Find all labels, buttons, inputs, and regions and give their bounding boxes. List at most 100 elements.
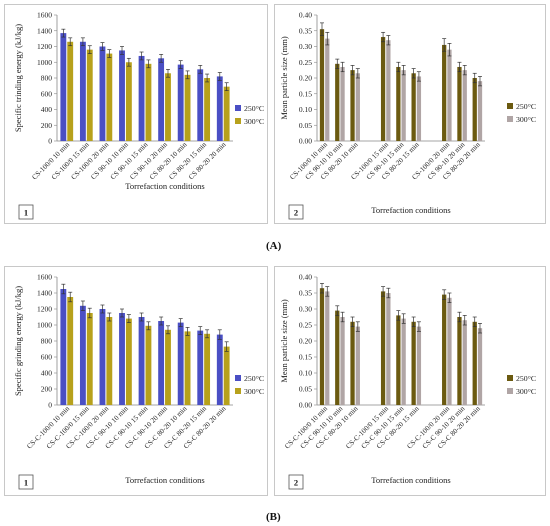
bar	[60, 289, 67, 405]
bar	[138, 317, 145, 405]
y-tick-label: 0.25	[299, 321, 312, 330]
y-tick-label: 1400	[37, 26, 52, 35]
panel-number-box	[18, 204, 34, 220]
legend-swatch	[235, 388, 241, 394]
bar	[204, 333, 211, 405]
y-tick-label: 0.30	[299, 305, 312, 314]
y-tick-label: 0.35	[299, 289, 312, 298]
legend-swatch	[235, 118, 241, 124]
y-tick-label: 0.20	[299, 74, 312, 83]
bar	[125, 318, 132, 405]
bar	[165, 73, 171, 141]
bar	[165, 329, 171, 405]
bar	[119, 313, 125, 405]
y-tick-label: 0.05	[299, 385, 312, 394]
y-tick-label: 0.40	[299, 273, 312, 282]
y-tick-label: 0.35	[299, 26, 312, 35]
legend-swatch	[507, 375, 513, 381]
panel-b1: Specific grinding energy (kJ/kg) 0 200 400 6…	[4, 266, 268, 496]
bar	[319, 29, 325, 141]
bar	[158, 58, 165, 141]
panel-number-box	[288, 204, 304, 220]
bar	[145, 325, 152, 405]
bar	[119, 50, 125, 141]
bar	[350, 321, 355, 405]
y-tick-label: 0	[48, 137, 52, 146]
y-tick-label: 0.00	[299, 137, 312, 146]
bar	[106, 53, 113, 141]
panel-number: 1	[24, 208, 28, 218]
bar	[60, 33, 67, 141]
x-axis-label: Torrefaction conditions	[125, 475, 204, 485]
bar	[67, 41, 74, 141]
x-axis-label: Torrefaction conditions	[125, 181, 204, 191]
bar	[335, 63, 340, 142]
bar	[411, 321, 416, 405]
bar	[350, 70, 355, 141]
y-tick-label: 0.20	[299, 337, 312, 346]
legend-label: 250°C	[244, 374, 264, 383]
y-tick-label: 1000	[37, 58, 52, 67]
y-tick-label: 0.25	[299, 58, 312, 67]
legend-label: 300°C	[244, 387, 264, 396]
y-tick-label: 800	[41, 337, 53, 346]
legend-label: 300°C	[516, 115, 536, 124]
bar	[380, 37, 386, 141]
bar	[401, 70, 406, 141]
bar	[325, 38, 330, 141]
y-tick-label: 1200	[37, 305, 52, 314]
y-tick-label: 0.15	[299, 353, 312, 362]
bar	[86, 49, 93, 141]
bar	[184, 331, 191, 405]
bar	[457, 66, 462, 141]
bar	[442, 294, 447, 405]
bar	[472, 321, 477, 405]
bar	[86, 313, 93, 405]
panel-a2: Mean particle size (mm) 0.00 0.05 0.10 0.15 0…	[274, 4, 546, 224]
y-tick-label: 1600	[37, 273, 52, 282]
bar	[401, 318, 406, 405]
y-tick-label: 400	[41, 369, 53, 378]
bar	[396, 66, 401, 141]
bar	[457, 317, 462, 405]
bar	[319, 288, 325, 405]
legend-swatch	[235, 375, 241, 381]
bar	[184, 74, 191, 141]
chart-b2: Mean particle size (mm) 0.00 0.05 0.10 0.15 0…	[279, 273, 536, 490]
legend-swatch	[235, 105, 241, 111]
bar	[340, 66, 345, 141]
bar	[197, 330, 204, 405]
panel-b2: Mean particle size (mm) 0.00 0.05 0.10 0.15 0…	[274, 266, 546, 496]
bar	[223, 346, 230, 405]
bar	[472, 78, 477, 141]
panel-number: 2	[294, 478, 298, 488]
bar	[99, 309, 106, 405]
legend-label: 300°C	[244, 117, 264, 126]
bar	[79, 41, 86, 141]
y-tick-label: 0.05	[299, 121, 312, 130]
legend-swatch	[507, 116, 513, 122]
y-axis-label: Mean particle size (mm)	[279, 299, 289, 382]
bar	[67, 297, 74, 405]
legend-label: 250°C	[244, 104, 264, 113]
bar	[380, 291, 386, 405]
bar	[447, 49, 452, 141]
panel-number-box	[288, 474, 304, 490]
bar	[477, 81, 483, 141]
y-tick-label: 0.40	[299, 11, 312, 20]
y-tick-label: 600	[41, 89, 53, 98]
bar	[197, 69, 204, 141]
bar	[462, 320, 467, 405]
figure-label-a: (A)	[266, 240, 282, 252]
panel-number: 2	[294, 208, 298, 218]
bar	[396, 315, 401, 405]
bar	[386, 293, 391, 405]
y-tick-label: 400	[41, 105, 53, 114]
y-tick-label: 0	[48, 401, 52, 410]
bar	[79, 305, 86, 405]
y-tick-label: 200	[41, 121, 53, 130]
bar	[442, 44, 447, 141]
bar	[216, 76, 223, 141]
x-axis-label: Torrefaction conditions	[371, 205, 450, 215]
bar	[177, 64, 184, 141]
